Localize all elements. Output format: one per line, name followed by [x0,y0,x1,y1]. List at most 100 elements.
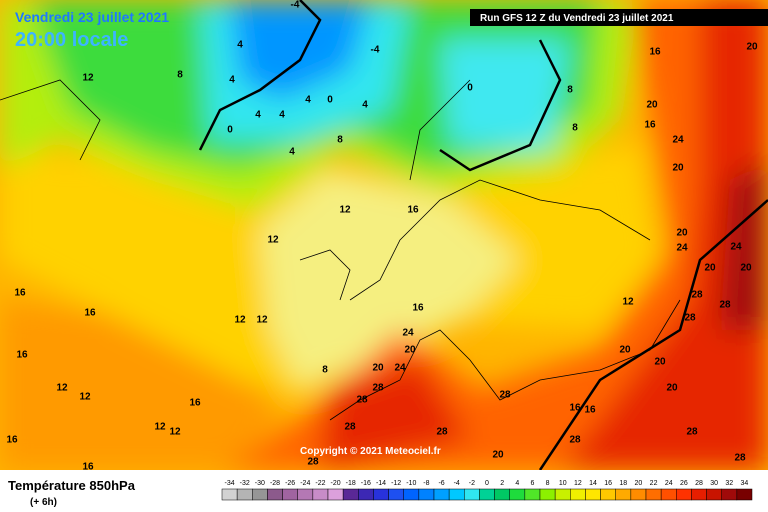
scale-label: 16 [604,480,612,487]
contour-label: 16 [6,435,18,446]
contour-label: 28 [499,390,511,401]
scale-swatch [736,488,753,501]
run-label: Run GFS 12 Z du Vendredi 23 juillet 2021 [480,13,674,24]
contour-label: 12 [82,73,94,84]
contour-label: 16 [649,47,661,58]
scale-label: -16 [361,480,371,487]
scale-swatch [615,488,632,501]
scale-label: 34 [741,480,749,487]
contour-label: 28 [307,457,319,468]
scale-swatch [660,488,677,501]
contour-label: 12 [234,315,246,326]
scale-label: -34 [225,480,235,487]
contour-label: 8 [572,123,578,134]
scale-swatch [524,488,541,501]
scale-swatch [267,488,283,501]
color-scale: -34 -32 -30 -28 -26 -24 -22 -20 -18 -16 -14 -12 -10-… [221,480,753,501]
run-banner [470,9,768,26]
contour-label: 16 [412,303,424,314]
contour-label: 20 [666,383,678,394]
scale-label: 4 [515,480,519,487]
contour-label: 8 [322,365,328,376]
scale-label: -30 [255,480,265,487]
scale-label: -22 [315,480,325,487]
contour-label: 12 [256,315,268,326]
contour-label: 8 [567,85,573,96]
scale-label: -2 [469,480,475,487]
contour-label: 8 [177,70,183,81]
scale-swatch [721,488,738,501]
contour-label: 16 [189,398,201,409]
scale-swatch [630,488,647,501]
contour-label: 20 [740,263,752,274]
scale-label: 12 [574,480,582,487]
copyright: Copyright © 2021 Meteociel.fr [300,446,441,457]
scale-swatch [539,488,556,501]
contour-label: 4 [237,40,243,51]
contour-label: 20 [619,345,631,356]
scale-swatch [570,488,586,501]
scale-label: -26 [285,480,295,487]
contour-label: 4 [279,110,285,121]
scale-swatch [282,488,298,501]
scale-swatch [327,488,344,501]
contour-label: 20 [492,450,504,461]
contour-label: 28 [356,395,368,406]
scale-label: -4 [454,480,460,487]
scale-swatch [403,488,420,501]
scale-swatch [676,488,692,501]
scale-label: -8 [423,480,429,487]
scale-swatch [479,488,495,501]
contour-label: 16 [644,120,656,131]
contour-label: 20 [646,100,658,111]
scale-swatch [464,488,480,501]
contour-label: 24 [730,242,742,253]
scale-label: -18 [346,480,356,487]
scale-label: 26 [680,480,688,487]
scale-label: 28 [695,480,703,487]
contour-label: 20 [372,363,384,374]
contour-label: 28 [684,313,696,324]
scale-label: 0 [485,480,489,487]
contour-label: 28 [734,453,746,464]
contour-label: 24 [676,243,688,254]
contour-label: 28 [719,300,731,311]
contour-label: 4 [305,95,311,106]
scale-label: 10 [559,480,567,487]
contour-label: 20 [672,163,684,174]
contour-label: 12 [267,235,279,246]
contour-label: 28 [436,427,448,438]
scale-label: 6 [530,480,534,487]
scale-swatch [494,488,510,501]
scale-swatch [509,488,526,501]
contour-label: 16 [84,308,96,319]
contour-label: 4 [362,100,368,111]
scale-swatch [448,488,465,501]
scale-label: 32 [725,480,733,487]
contour-label: -4 [291,0,300,11]
scale-swatch [312,488,329,501]
contour-label: 28 [569,435,581,446]
contour-label: 12 [56,383,68,394]
scale-swatch [388,488,404,501]
scale-swatch [585,488,601,501]
contour-label: 12 [154,422,166,433]
contour-label: 16 [569,403,581,414]
contour-label: 28 [691,290,703,301]
scale-label: -6 [438,480,444,487]
scale-swatch [691,488,707,501]
scale-swatch [373,488,389,501]
footer-step: (+ 6h) [30,497,57,508]
scale-swatch [342,488,359,501]
contour-label: 4 [255,110,261,121]
scale-swatch [221,488,238,501]
contour-label: 28 [372,383,384,394]
date-title: Vendredi 23 juillet 2021 [15,9,169,25]
contour-label: 24 [402,328,414,339]
scale-swatch [706,488,722,501]
scale-label: -10 [406,480,416,487]
contour-label: 12 [79,392,91,403]
contour-label: 12 [169,427,181,438]
scale-label: 14 [589,480,597,487]
contour-label: 24 [672,135,684,146]
